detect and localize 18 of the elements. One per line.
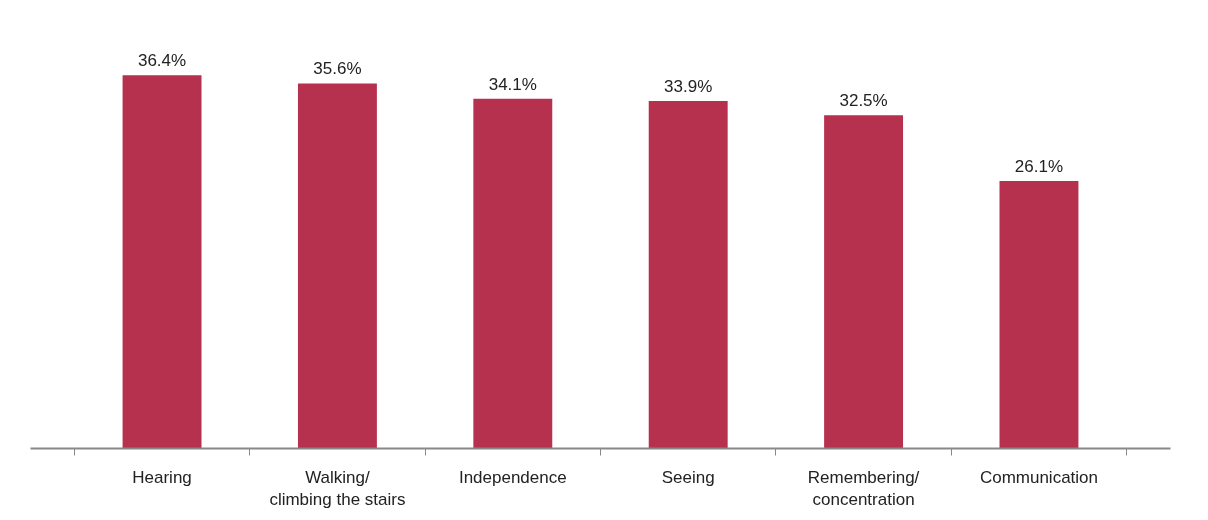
data-label: 36.4% [137, 51, 187, 71]
data-label: 35.6% [313, 59, 362, 79]
x-tick-label: Hearing [132, 467, 192, 487]
bar [648, 100, 728, 449]
data-label: 26.1% [1014, 156, 1064, 176]
data-label: 33.9% [664, 76, 713, 96]
x-tick-label: Communication [979, 467, 1099, 487]
bar [473, 98, 553, 449]
x-tick-label: Remembering/ concentration [807, 467, 920, 510]
x-tick-label: Independence [458, 467, 567, 487]
bar [297, 83, 377, 449]
x-tick-label: Walking/ climbing the stairs [269, 467, 406, 510]
x-tick-label: Seeing [661, 467, 715, 487]
data-label: 32.5% [839, 91, 888, 111]
bar [824, 115, 904, 449]
bar [999, 180, 1079, 449]
data-label: 34.1% [488, 74, 537, 94]
bar [122, 75, 202, 449]
